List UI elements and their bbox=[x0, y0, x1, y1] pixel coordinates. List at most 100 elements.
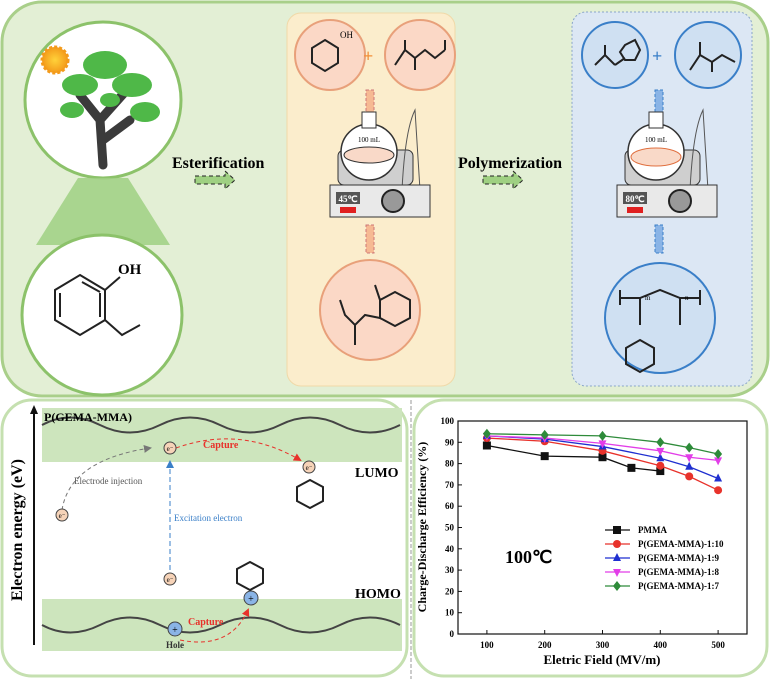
sun-icon bbox=[40, 45, 70, 75]
legend-item: P(GEMA-MMA)-1:10 bbox=[605, 539, 724, 549]
legend-label: P(GEMA-MMA)-1:9 bbox=[638, 553, 719, 563]
data-point bbox=[540, 429, 549, 440]
y-tick-label: 40 bbox=[445, 544, 455, 554]
data-point bbox=[656, 461, 665, 470]
hydroxyl-label: OH bbox=[118, 262, 142, 278]
gema-unit-homo bbox=[236, 560, 264, 592]
y-tick-label: 60 bbox=[445, 501, 455, 511]
data-point bbox=[598, 440, 607, 449]
data-point bbox=[598, 453, 607, 462]
dial-icon bbox=[381, 189, 405, 213]
heater-temp-label: 45℃ bbox=[338, 194, 357, 204]
svg-text:+: + bbox=[248, 594, 254, 605]
legend-label: PMMA bbox=[638, 525, 667, 535]
gema-reactant bbox=[581, 21, 649, 89]
down-arrow-2 bbox=[365, 224, 375, 254]
series-line bbox=[486, 435, 719, 480]
series-line bbox=[486, 435, 719, 462]
series-p-gema-mma-1-7 bbox=[482, 428, 723, 460]
capture-label-bottom: Capture bbox=[188, 617, 224, 628]
data-point bbox=[656, 467, 665, 476]
polymerization-label: Polymerization bbox=[458, 155, 562, 172]
data-point bbox=[714, 473, 723, 482]
svg-text:e⁻: e⁻ bbox=[306, 464, 313, 472]
series-line bbox=[486, 433, 719, 455]
legend-item: PMMA bbox=[605, 525, 667, 535]
electron-icon: e⁻ bbox=[163, 572, 177, 586]
temperature-display bbox=[336, 192, 360, 204]
data-point bbox=[482, 441, 491, 450]
series-line bbox=[486, 437, 719, 491]
data-point bbox=[540, 452, 549, 461]
extraction-beam bbox=[36, 178, 170, 245]
data-point bbox=[656, 453, 665, 462]
reaction-apparatus-1: 100 mL 45℃ bbox=[329, 108, 431, 218]
capture-label-top: Capture bbox=[203, 440, 239, 451]
legend-item: P(GEMA-MMA)-1:8 bbox=[605, 567, 719, 577]
hole-label: Hole bbox=[166, 640, 184, 650]
y-tick-label: 80 bbox=[445, 459, 455, 469]
gema-monomer-product bbox=[319, 259, 421, 361]
lumo-band bbox=[42, 408, 402, 462]
series-pmma bbox=[482, 441, 665, 476]
tree-sun-illustration bbox=[23, 20, 183, 180]
y-tick-label: 90 bbox=[445, 437, 455, 447]
down-arrow-4 bbox=[654, 224, 664, 254]
plus-icon: + bbox=[363, 46, 373, 66]
x-axis-label: Eletric Field (MV/m) bbox=[544, 652, 661, 667]
legend-label: P(GEMA-MMA)-1:10 bbox=[638, 539, 724, 549]
gema-unit-lumo bbox=[296, 478, 324, 510]
legend-marker bbox=[613, 526, 621, 534]
data-point bbox=[685, 442, 694, 453]
temperature-display bbox=[623, 192, 647, 204]
subscript-m: m bbox=[645, 294, 651, 302]
mma-reactant bbox=[674, 21, 742, 89]
guaiacol-molecule: OH bbox=[20, 233, 184, 397]
hole-icon: + bbox=[167, 621, 183, 637]
data-point bbox=[598, 430, 607, 441]
data-point bbox=[656, 437, 665, 448]
x-tick-label: 200 bbox=[538, 640, 552, 650]
esterification-label: Esterification bbox=[172, 155, 265, 172]
data-point bbox=[627, 463, 636, 472]
svg-text:e⁻: e⁻ bbox=[167, 445, 174, 453]
legend-label: P(GEMA-MMA)-1:7 bbox=[638, 581, 719, 591]
svg-text:e⁻: e⁻ bbox=[167, 576, 174, 584]
electrode-injection-label: Electrode injection bbox=[74, 476, 143, 486]
legend-marker bbox=[613, 581, 621, 591]
legend-label: P(GEMA-MMA)-1:8 bbox=[638, 567, 719, 577]
data-point bbox=[482, 428, 491, 439]
flask-volume-label: 100 mL bbox=[358, 136, 380, 144]
y-tick-label: 0 bbox=[450, 629, 455, 639]
y-tick-label: 70 bbox=[445, 480, 455, 490]
y-tick-label: 20 bbox=[445, 586, 455, 596]
electron-icon: e⁻ bbox=[55, 508, 69, 522]
legend-item: P(GEMA-MMA)-1:9 bbox=[605, 553, 719, 563]
material-label: P(GEMA-MMA) bbox=[44, 410, 132, 424]
data-point bbox=[685, 461, 694, 470]
dial-icon bbox=[668, 189, 692, 213]
esterification-arrow bbox=[194, 169, 236, 191]
energy-band-diagram: Electron energy (eV) P(GEMA-MMA) LUMO HO… bbox=[0, 398, 409, 678]
legend-marker bbox=[613, 540, 621, 548]
flask-volume-label: 100 mL bbox=[645, 136, 667, 144]
efficiency-chart: 100 200 300 400 500 0 10 20 30 40 50 60 70 80 90 100 PM… bbox=[412, 398, 769, 678]
data-point bbox=[714, 457, 723, 466]
synthesis-panel: OH Esterification OH + 100 mL 45℃ bbox=[0, 0, 770, 398]
heater-temp-label: 80℃ bbox=[625, 194, 644, 204]
legend-marker bbox=[613, 553, 621, 561]
y-tick-label: 50 bbox=[445, 523, 455, 533]
lumo-label: LUMO bbox=[355, 466, 399, 481]
svg-text:e⁻: e⁻ bbox=[59, 512, 66, 520]
electron-icon: e⁻ bbox=[163, 441, 177, 455]
subscript-n: n bbox=[685, 294, 689, 302]
trapped-electron-icon: e⁻ bbox=[302, 460, 316, 474]
y-tick-label: 10 bbox=[445, 608, 455, 618]
svg-text:OH: OH bbox=[340, 30, 353, 40]
x-tick-label: 400 bbox=[654, 640, 668, 650]
data-point bbox=[714, 486, 723, 495]
copolymer-product bbox=[604, 262, 716, 374]
x-tick-label: 100 bbox=[480, 640, 494, 650]
data-point bbox=[685, 472, 694, 481]
